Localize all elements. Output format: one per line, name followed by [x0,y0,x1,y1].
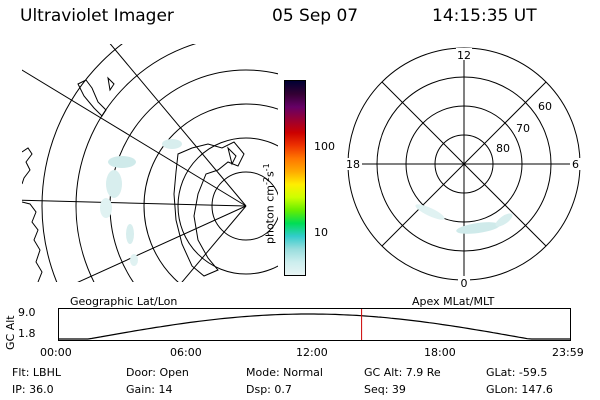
coastline [173,141,245,277]
info-ip: IP: 36.0 [12,383,54,396]
info-glat: GLat: -59.5 [486,366,548,379]
lat-circle [41,44,123,282]
orbit-xtick-1800: 18:00 [424,346,456,359]
mlt-line [381,81,547,247]
colorbar-unit-label: photon cm-2s-1 [262,163,277,244]
orbit-ytick-min: 1.8 [18,327,36,340]
coastline [22,147,33,185]
mlt-label-bottom: 0 [461,277,468,290]
polar-caption: Apex MLat/MLT [412,295,495,308]
meridian-line [181,205,247,282]
colorbar-tick-100: 100 [314,140,335,153]
coastline [77,79,107,117]
orbit-ylabel: GC Alt [4,315,17,350]
orbit-xtick-0600: 06:00 [170,346,202,359]
lat-circle [75,44,197,282]
aurora-emission [415,204,513,234]
lat-circle [177,137,278,275]
coastline [227,146,237,166]
coastline [107,76,115,92]
orbit-frame [58,308,571,341]
info-seq: Seq: 39 [364,383,406,396]
orbit-xtick-2359: 23:59 [552,346,584,359]
orbit-xtick-1200: 12:00 [296,346,328,359]
lat-circle [211,171,278,241]
colorbar-scale [284,80,306,276]
info-door: Door: Open [126,366,189,379]
orbit-altitude-curve [58,313,570,340]
time-label: 14:15:35 UT [432,6,537,26]
info-dsp: Dsp: 0.7 [246,383,292,396]
colorbar-tick-10: 10 [314,226,328,239]
mlt-label-left: 18 [346,158,360,171]
mlat-label-60: 60 [538,100,552,113]
info-mode: Mode: Normal [246,366,323,379]
lat-circle [143,103,278,282]
meridian-line [22,69,247,207]
orbit-xtick-0000: 00:00 [40,346,72,359]
info-gc-alt: GC Alt: 7.9 Re [364,366,441,379]
meridian-line [109,44,247,207]
info-glon: GLon: 147.6 [486,383,553,396]
colorbar: 100 10 [284,80,335,276]
mlat-label-80: 80 [496,142,510,155]
orbit-plot [58,308,571,341]
mlt-label-top: 12 [457,49,471,62]
info-gain: Gain: 14 [126,383,173,396]
mlt-label-right: 6 [572,158,579,171]
meridian-line [77,205,247,282]
date-label: 05 Sep 07 [272,6,359,26]
geographic-map [22,44,278,282]
aurora-emission [100,139,182,266]
info-flt: Flt: LBHL [12,366,61,379]
mlat-label-70: 70 [516,122,530,135]
polar-plot: 12 18 6 0 60 70 80 [340,47,582,290]
app-title: Ultraviolet Imager [20,6,174,26]
geo-caption: Geographic Lat/Lon [70,295,178,308]
coastline [22,201,43,282]
meridian-line [22,199,247,207]
orbit-ytick-max: 9.0 [18,306,36,319]
